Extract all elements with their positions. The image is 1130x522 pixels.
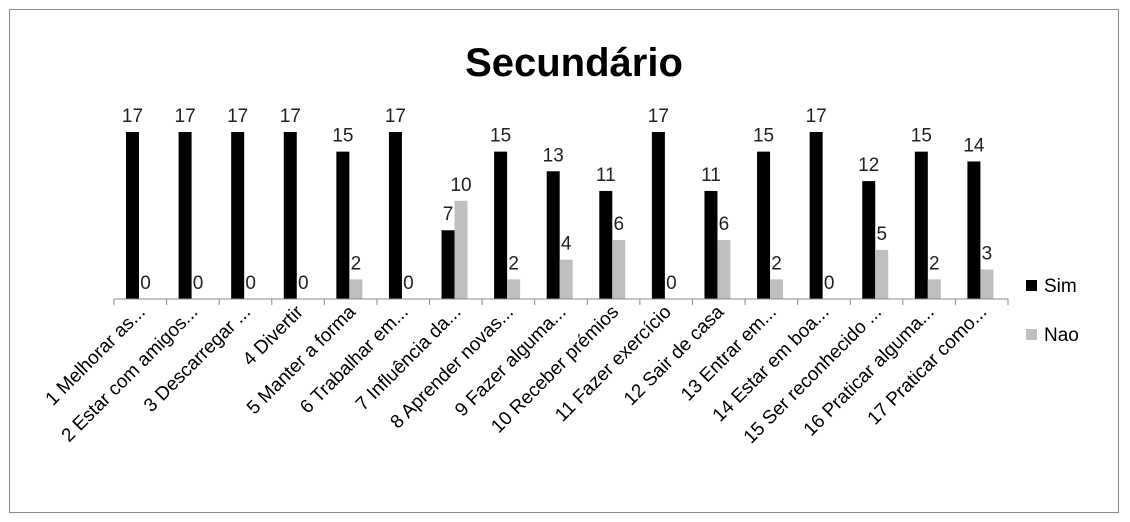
bar-sim-17 bbox=[967, 161, 981, 299]
bar-sim-11 bbox=[651, 132, 665, 299]
data-label-nao-14: 0 bbox=[824, 273, 835, 294]
data-label-sim-7: 7 bbox=[443, 204, 454, 225]
data-label-nao-10: 6 bbox=[614, 214, 625, 235]
data-label-nao-2: 0 bbox=[193, 273, 204, 294]
legend-label-sim: Sim bbox=[1044, 276, 1077, 297]
bar-sim-16 bbox=[914, 151, 928, 299]
x-axis-tick-labels: 1 Melhorar as...2 Estar com amigos...3 D… bbox=[42, 301, 992, 448]
data-label-sim-3: 17 bbox=[227, 106, 248, 127]
bar-nao-13 bbox=[770, 279, 784, 299]
bar-nao-17 bbox=[980, 269, 994, 299]
bar-sim-2 bbox=[178, 132, 192, 299]
bar-sim-13 bbox=[757, 151, 771, 299]
bar-nao-10 bbox=[612, 240, 626, 299]
bar-sim-1 bbox=[126, 132, 139, 299]
bar-sim-7 bbox=[441, 230, 455, 299]
bar-sim-8 bbox=[494, 151, 508, 299]
data-label-sim-13: 15 bbox=[753, 126, 774, 147]
data-label-sim-17: 14 bbox=[963, 135, 985, 156]
bar-sim-4 bbox=[283, 132, 297, 299]
bar-sim-12 bbox=[704, 190, 718, 299]
data-label-sim-4: 17 bbox=[280, 106, 301, 127]
x-tick-label-13: 13 Entrar em... bbox=[677, 302, 781, 406]
legend-swatch-nao bbox=[1026, 329, 1037, 340]
data-label-sim-15: 12 bbox=[858, 155, 879, 176]
data-label-nao-4: 0 bbox=[298, 273, 309, 294]
data-label-nao-5: 2 bbox=[351, 253, 362, 274]
data-label-sim-2: 17 bbox=[175, 106, 196, 127]
bar-sim-5 bbox=[336, 151, 350, 299]
bar-sim-6 bbox=[388, 132, 402, 299]
data-label-sim-12: 11 bbox=[701, 165, 721, 186]
data-label-nao-12: 6 bbox=[719, 214, 730, 235]
data-label-sim-6: 17 bbox=[385, 106, 406, 127]
bar-sim-9 bbox=[546, 171, 560, 299]
data-label-sim-10: 11 bbox=[596, 165, 616, 186]
data-label-sim-16: 15 bbox=[911, 126, 932, 147]
bar-nao-9 bbox=[559, 259, 573, 299]
bar-nao-15 bbox=[875, 249, 889, 299]
bar-nao-7 bbox=[454, 200, 468, 299]
data-label-sim-9: 13 bbox=[543, 145, 564, 166]
chart-title: Secundário bbox=[465, 41, 683, 85]
data-label-nao-17: 3 bbox=[982, 244, 993, 265]
data-label-nao-1: 0 bbox=[140, 273, 151, 294]
data-label-sim-5: 15 bbox=[332, 126, 353, 147]
data-label-nao-13: 2 bbox=[771, 253, 782, 274]
data-label-sim-11: 17 bbox=[648, 106, 669, 127]
data-label-nao-9: 4 bbox=[561, 234, 572, 255]
data-label-nao-6: 0 bbox=[403, 273, 414, 294]
data-label-nao-16: 2 bbox=[929, 253, 940, 274]
data-label-sim-1: 17 bbox=[122, 106, 143, 127]
data-label-nao-3: 0 bbox=[245, 273, 256, 294]
data-label-nao-8: 2 bbox=[508, 253, 519, 274]
legend: Sim Nao bbox=[1026, 276, 1079, 346]
bar-nao-16 bbox=[927, 279, 941, 299]
plot-area: 17 0 17 0 17 0 17 0 15 2 17 0 7 10 15 2 13 4 11 6 17 0 11 6 15 2 1… bbox=[113, 106, 1009, 305]
data-label-nao-15: 5 bbox=[876, 224, 887, 245]
bar-nao-8 bbox=[507, 279, 521, 299]
bar-sim-10 bbox=[599, 190, 613, 299]
legend-label-nao: Nao bbox=[1044, 325, 1079, 346]
data-label-nao-7: 10 bbox=[450, 175, 471, 196]
bar-sim-15 bbox=[862, 181, 876, 299]
data-label-sim-8: 15 bbox=[490, 126, 511, 147]
data-label-sim-14: 17 bbox=[806, 106, 827, 127]
bar-nao-12 bbox=[717, 240, 731, 299]
legend-swatch-sim bbox=[1026, 280, 1037, 291]
data-label-nao-11: 0 bbox=[666, 273, 677, 294]
bar-sim-14 bbox=[809, 132, 823, 299]
bar-nao-5 bbox=[349, 279, 363, 299]
bar-sim-3 bbox=[231, 132, 245, 299]
